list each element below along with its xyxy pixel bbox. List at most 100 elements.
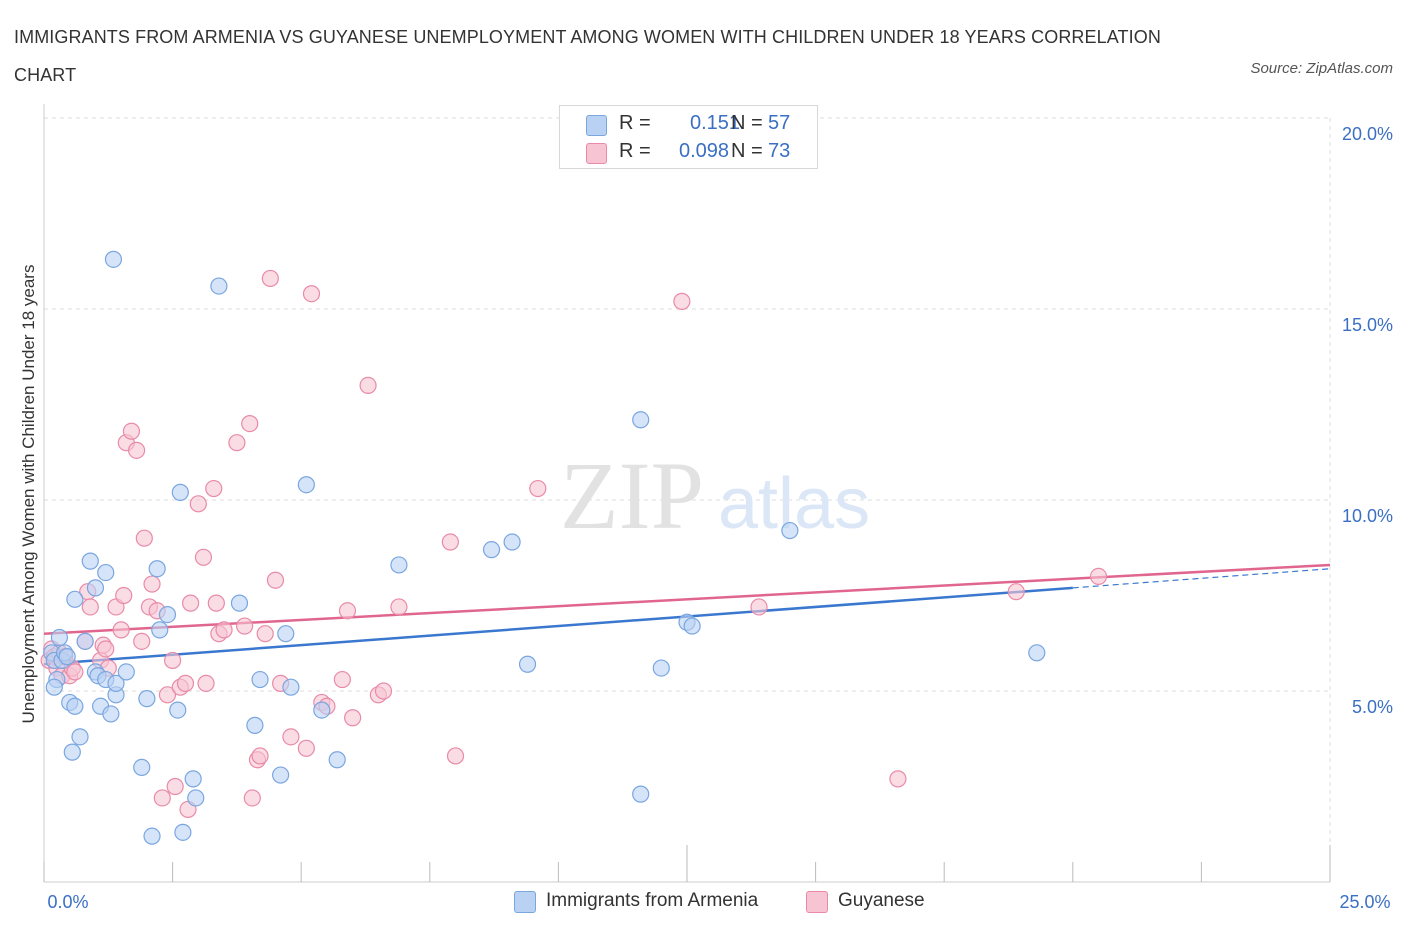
series-swatch-pink	[806, 891, 828, 913]
guyanese-point	[333, 670, 351, 689]
tick-labels: 5.0% 10.0% 15.0% 20.0% 0.0% 25.0%	[47, 124, 1393, 912]
armenia-point	[210, 277, 228, 295]
armenia-point	[246, 716, 264, 734]
legend-r-value: 0.151	[690, 112, 741, 134]
guyanese-point	[153, 789, 171, 807]
armenia-point	[187, 789, 205, 807]
y-tick-label: 20.0%	[1342, 124, 1393, 144]
armenia-point	[282, 678, 300, 696]
armenia-point	[251, 670, 269, 689]
watermark: ZIP atlas	[560, 442, 870, 549]
data-points	[40, 250, 1108, 845]
armenia-point	[138, 690, 156, 708]
armenia-point	[76, 632, 94, 650]
armenia-point	[632, 785, 650, 803]
armenia-point	[133, 758, 151, 777]
guyanese-point	[158, 686, 177, 704]
legend-n-value: 57	[768, 112, 791, 134]
guyanese-point	[374, 682, 393, 700]
guyanese-point	[81, 598, 99, 616]
guyanese-point	[390, 598, 408, 616]
guyanese-point	[97, 640, 115, 658]
armenia-point	[66, 590, 84, 608]
armenia-point	[683, 617, 701, 635]
guyanese-point	[215, 621, 233, 639]
armenia-point	[272, 766, 290, 784]
guyanese-point	[750, 598, 768, 616]
armenia-trend-extension	[1072, 568, 1331, 589]
series-label-armenia: Immigrants from Armenia	[546, 890, 759, 911]
guyanese-point	[176, 674, 195, 692]
armenia-point	[184, 770, 202, 788]
armenia-point	[81, 552, 99, 570]
legend-n-label: N =	[731, 140, 763, 162]
legend-swatch-pink	[586, 143, 607, 164]
legend-n-value: 73	[768, 140, 791, 162]
armenia-point	[632, 411, 650, 429]
armenia-point	[50, 628, 69, 647]
y-axis-label: Unemployment Among Women with Children U…	[19, 265, 38, 724]
guyanese-point	[143, 575, 161, 593]
armenia-point	[277, 625, 295, 643]
guyanese-point	[241, 415, 259, 433]
guyanese-point	[529, 479, 547, 498]
guyanese-point	[66, 663, 84, 681]
armenia-point	[66, 697, 84, 715]
guyanese-point	[112, 621, 130, 639]
guyanese-point	[297, 739, 315, 757]
guyanese-point	[889, 770, 907, 788]
guyanese-point	[236, 617, 254, 635]
armenia-point	[86, 579, 105, 597]
armenia-point	[230, 594, 249, 612]
legend-r-value: 0.098	[679, 140, 730, 162]
guyanese-point	[164, 651, 182, 670]
source-label: Source: ZipAtlas.com	[1250, 60, 1393, 77]
guyanese-point	[302, 285, 321, 303]
armenia-point	[503, 533, 521, 551]
legend-n-label: N =	[731, 112, 763, 134]
guyanese-point	[122, 422, 141, 440]
series-swatch-blue	[514, 891, 536, 913]
guyanese-point	[446, 747, 465, 765]
armenia-point	[297, 476, 315, 494]
guyanese-point	[115, 586, 133, 605]
chart-title: IMMIGRANTS FROM ARMENIA VS GUYANESE UNEM…	[14, 27, 1161, 85]
armenia-point	[104, 250, 123, 268]
armenia-point	[97, 563, 115, 582]
armenia-point	[107, 674, 125, 692]
y-tick-label: 10.0%	[1342, 506, 1393, 526]
guyanese-point	[256, 625, 274, 643]
guyanese-point	[166, 777, 184, 796]
guyanese-point	[127, 441, 146, 459]
watermark-zip: ZIP	[560, 442, 704, 549]
armenia-point	[58, 648, 76, 666]
guyanese-point	[135, 529, 153, 547]
armenia-point	[482, 541, 501, 559]
guyanese-point	[1007, 583, 1025, 601]
armenia-point	[151, 621, 169, 639]
guyanese-point	[205, 479, 223, 498]
guyanese-point	[1089, 567, 1108, 586]
armenia-point	[390, 556, 408, 574]
series-label-guyanese: Guyanese	[838, 890, 925, 911]
y-tick-label: 15.0%	[1342, 315, 1393, 335]
y-tick-label: 5.0%	[1352, 697, 1393, 717]
guyanese-point	[282, 728, 300, 746]
guyanese-point	[194, 548, 213, 566]
armenia-point	[174, 823, 192, 841]
guyanese-point	[344, 709, 362, 727]
armenia-point	[328, 751, 346, 769]
guyanese-point	[261, 269, 279, 288]
legend-swatch-blue	[586, 115, 607, 136]
guyanese-point	[197, 674, 215, 692]
armenia-trend-line	[43, 586, 1073, 666]
guyanese-point	[133, 632, 151, 650]
armenia-point	[63, 743, 81, 761]
legend-r-label: R =	[619, 140, 651, 162]
trend-lines	[43, 563, 1331, 666]
guyanese-point	[243, 789, 261, 807]
armenia-point	[143, 827, 161, 845]
guyanese-trend-line	[43, 563, 1331, 635]
x-tick-label: 0.0%	[47, 892, 88, 912]
